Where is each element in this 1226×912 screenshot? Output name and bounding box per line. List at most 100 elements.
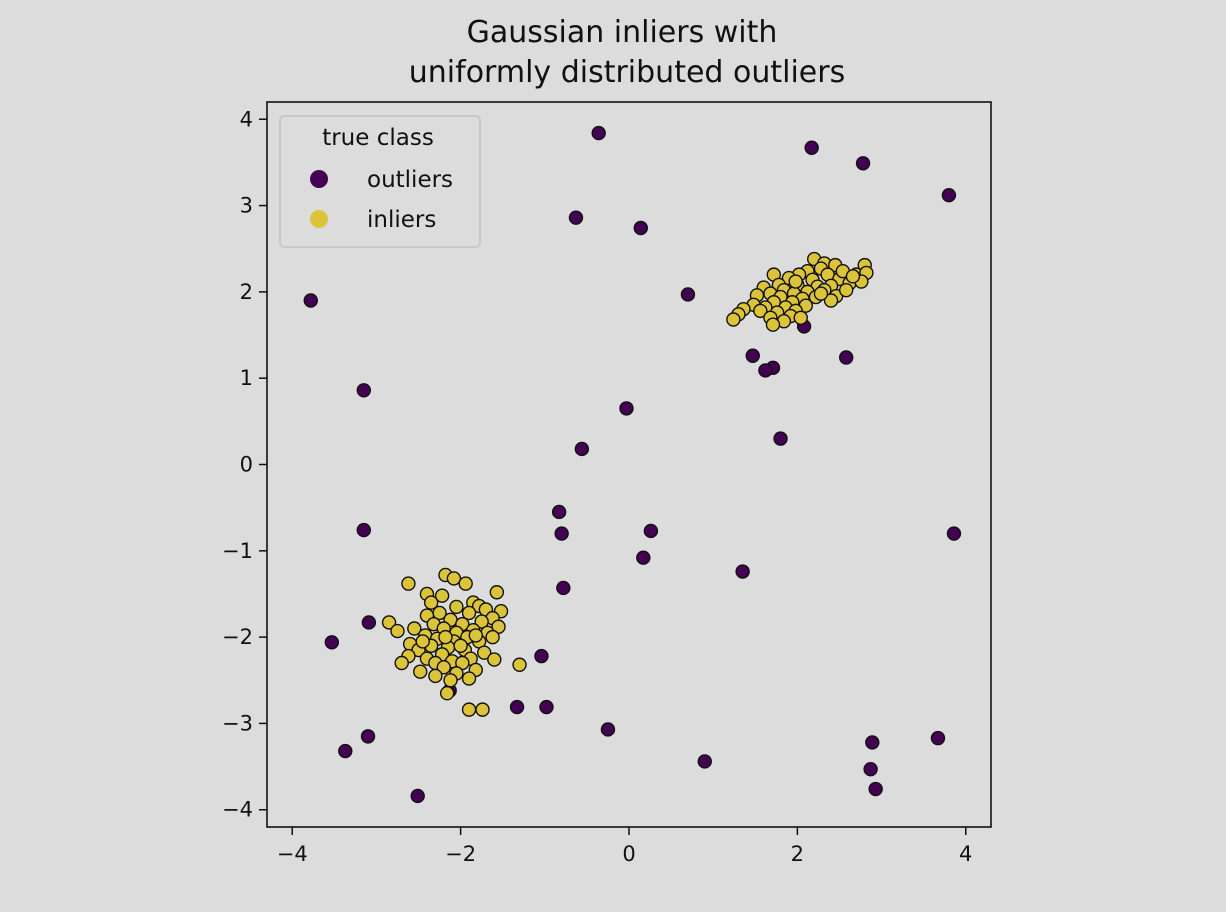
outlier-point: [410, 788, 425, 804]
outlier-point: [338, 743, 353, 759]
outlier-point: [930, 730, 946, 746]
legend-title: true class: [322, 125, 434, 151]
outlier-point: [509, 699, 525, 715]
inlier-point: [439, 686, 455, 701]
inlier-point: [461, 605, 477, 621]
inlier-point: [458, 576, 473, 591]
legend: true class outliers inliers: [279, 115, 481, 248]
y-tick-label: 3: [240, 194, 253, 218]
inlier-point: [474, 614, 489, 629]
inlier-point: [461, 671, 477, 686]
inlier-point: [475, 702, 490, 717]
y-tick-label: −1: [222, 539, 253, 563]
x-tick-label: 4: [959, 842, 972, 866]
x-tick-label: −4: [277, 842, 308, 866]
x-tick-label: −2: [445, 842, 476, 866]
inlier-point: [793, 310, 808, 325]
outlier-point: [568, 210, 584, 225]
outlier-point: [554, 526, 569, 541]
outlier-point: [574, 441, 590, 457]
legend-box: [279, 115, 481, 248]
inlier-point: [477, 645, 492, 660]
outlier-point: [636, 550, 651, 565]
outlier-point: [735, 564, 750, 579]
inlier-point: [436, 660, 451, 675]
outlier-point: [643, 523, 659, 539]
y-tick-label: −3: [222, 711, 253, 735]
outlier-point: [758, 363, 773, 378]
outlier-point: [863, 761, 878, 777]
inlier-point: [726, 312, 741, 327]
inlier-point: [423, 595, 439, 610]
chart-title-line-1: Gaussian inliers with: [467, 15, 778, 50]
inlier-point: [489, 585, 505, 600]
inlier-point: [449, 599, 464, 615]
inlier-point: [453, 638, 468, 653]
outlier-point: [946, 526, 962, 541]
inlier-point: [443, 673, 458, 688]
x-axis-ticks: −4 −2 0 2 4: [277, 827, 972, 866]
x-tick-label: 2: [791, 842, 804, 866]
x-tick-label: 0: [622, 842, 635, 866]
inlier-point: [390, 623, 405, 639]
outlier-point: [324, 635, 340, 650]
outlier-point: [551, 504, 567, 520]
inlier-point: [485, 629, 500, 645]
outlier-point: [804, 140, 819, 155]
outlier-point: [619, 401, 634, 416]
inlier-point: [407, 621, 422, 636]
inlier-point: [415, 634, 430, 649]
y-tick-label: −2: [222, 625, 253, 649]
legend-marker-inliers: [310, 210, 328, 228]
y-tick-label: 4: [240, 107, 253, 131]
inlier-point: [487, 652, 502, 667]
inlier-point: [381, 615, 397, 630]
inlier-point: [438, 629, 453, 645]
data-points: [303, 125, 962, 804]
outlier-point: [745, 348, 760, 363]
legend-label-inliers: inliers: [367, 207, 436, 233]
outlier-point: [591, 125, 606, 141]
outlier-point: [855, 156, 871, 171]
inlier-point: [394, 655, 409, 671]
y-axis-ticks: −4 −3 −2 −1 0 1 2 3 4: [222, 107, 267, 822]
chart-title-line-2: uniformly distributed outliers: [409, 55, 845, 90]
outlier-point: [361, 615, 377, 630]
inlier-point: [446, 571, 462, 586]
legend-label-outliers: outliers: [367, 167, 453, 193]
inlier-point: [823, 293, 839, 308]
outlier-point: [868, 781, 883, 797]
inlier-point: [753, 303, 768, 319]
y-tick-label: 2: [240, 280, 253, 304]
outlier-point: [303, 293, 318, 308]
outlier-point: [633, 220, 648, 236]
outlier-point: [865, 735, 880, 750]
inlier-point: [512, 657, 527, 672]
inlier-point: [401, 576, 416, 591]
inlier-point: [461, 702, 477, 717]
y-tick-label: 1: [240, 366, 253, 390]
legend-marker-outliers: [310, 170, 328, 188]
outlier-point: [360, 729, 376, 744]
inlier-point: [765, 317, 781, 332]
inlier-point: [788, 274, 803, 289]
outlier-point: [600, 722, 616, 737]
y-tick-label: 0: [240, 453, 253, 477]
outlier-point: [680, 287, 696, 302]
outlier-point: [539, 699, 554, 715]
outlier-point: [773, 431, 788, 446]
y-tick-label: −4: [222, 798, 253, 822]
outlier-point: [534, 648, 549, 664]
outlier-point: [941, 188, 957, 203]
inlier-point: [468, 628, 483, 643]
inlier-point: [428, 668, 443, 684]
outlier-point: [356, 383, 372, 398]
outlier-point: [839, 350, 854, 365]
outlier-point: [556, 580, 571, 596]
inlier-point: [413, 664, 428, 679]
inlier-point: [434, 588, 450, 603]
inlier-point: [813, 286, 829, 301]
inlier-point: [839, 282, 854, 298]
outlier-point: [697, 754, 712, 769]
